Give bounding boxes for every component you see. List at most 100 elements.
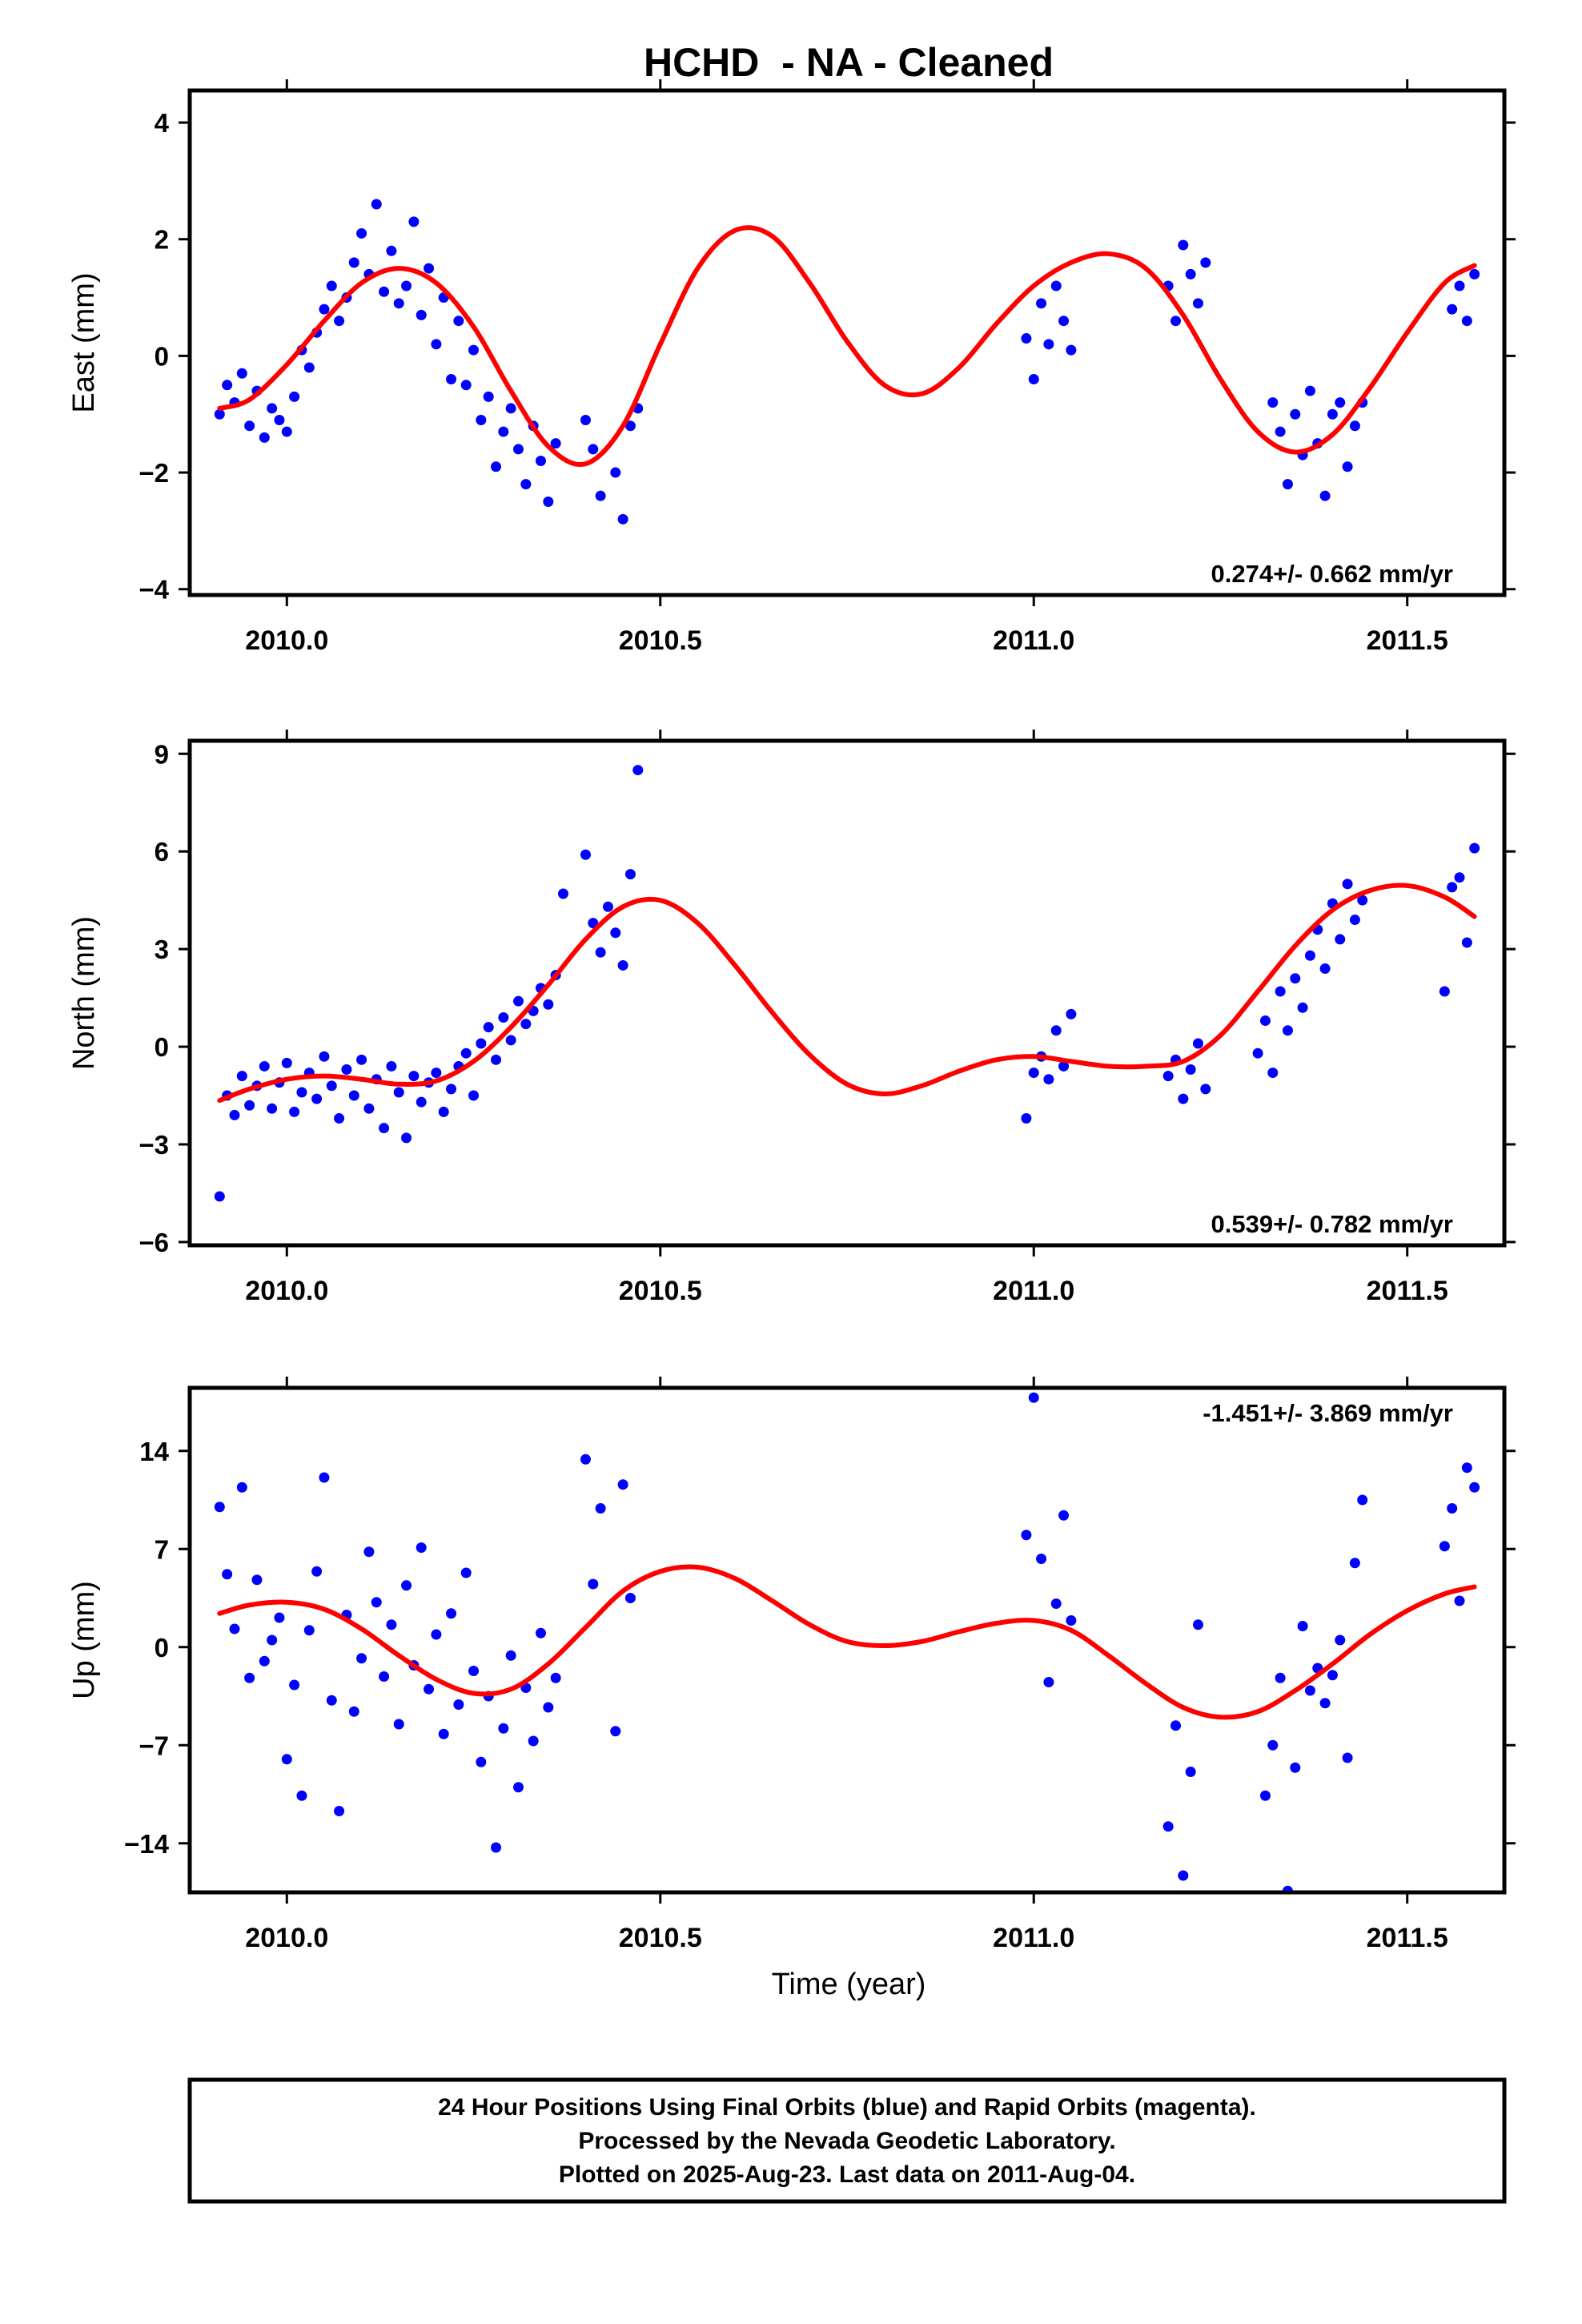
up-data-point — [617, 1479, 628, 1490]
north-data-point — [483, 1022, 494, 1033]
east-data-point — [1028, 374, 1039, 385]
north-xtick-label: 2011.0 — [993, 1276, 1074, 1306]
north-data-point — [1454, 872, 1465, 883]
north-data-point — [1469, 842, 1480, 854]
up-data-point — [267, 1634, 278, 1646]
north-data-point — [1282, 1025, 1293, 1036]
north-data-point — [289, 1106, 300, 1117]
north-data-point — [431, 1068, 442, 1079]
up-data-point — [289, 1679, 300, 1691]
up-data-point — [371, 1597, 382, 1608]
up-data-point — [1028, 1392, 1039, 1403]
east-xtick-label: 2011.0 — [993, 625, 1074, 656]
east-data-point — [424, 263, 435, 274]
up-y-axis-label: Up (mm) — [67, 1581, 101, 1699]
north-data-point — [617, 959, 628, 971]
north-fit-curve — [217, 883, 1477, 1104]
east-data-point — [1282, 479, 1293, 490]
north-data-point — [1439, 986, 1450, 997]
east-data-point — [1178, 239, 1189, 251]
up-data-point — [1043, 1677, 1054, 1687]
up-data-point — [222, 1569, 233, 1580]
east-data-point — [356, 227, 367, 239]
east-data-point — [289, 391, 300, 402]
east-data-point — [468, 344, 480, 356]
east-data-point — [1170, 316, 1181, 327]
east-data-point — [1185, 268, 1196, 279]
up-plot-area — [214, 1392, 1480, 1891]
up-data-point — [1290, 1762, 1301, 1773]
north-data-point — [281, 1057, 292, 1068]
up-data-point — [476, 1756, 487, 1767]
up-data-point — [1454, 1595, 1465, 1606]
north-data-point — [468, 1090, 480, 1101]
north-data-point — [1252, 1047, 1263, 1059]
north-ytick-label: −3 — [139, 1130, 169, 1160]
east-data-point — [1200, 257, 1211, 268]
east-data-point — [244, 420, 255, 432]
up-data-point — [416, 1542, 427, 1553]
east-data-point — [274, 415, 285, 426]
up-data-point — [1469, 1482, 1480, 1493]
north-data-point — [1259, 1015, 1271, 1027]
up-data-point — [610, 1726, 621, 1737]
north-data-point — [1050, 1025, 1062, 1036]
north-data-point — [1290, 973, 1301, 984]
north-data-point — [311, 1093, 323, 1104]
east-data-point — [535, 455, 546, 466]
east-data-point — [408, 216, 420, 227]
up-data-point — [1282, 1885, 1293, 1891]
north-ytick-label: 3 — [155, 935, 169, 964]
north-data-point — [1178, 1093, 1189, 1104]
up-data-point — [1058, 1510, 1070, 1521]
east-data-point — [214, 408, 225, 420]
east-data-point — [1469, 268, 1480, 279]
up-data-point — [431, 1629, 442, 1640]
north-data-point — [557, 888, 568, 899]
north-data-point — [214, 1191, 225, 1202]
east-data-point — [476, 415, 487, 426]
north-data-point — [236, 1071, 247, 1082]
east-data-point — [610, 467, 621, 478]
north-data-point — [602, 901, 613, 912]
up-data-point — [595, 1503, 606, 1514]
east-velocity-label: 0.274+/- 0.662 mm/yr — [1211, 560, 1453, 588]
north-data-point — [446, 1084, 457, 1095]
east-data-point — [393, 298, 404, 309]
north-data-point — [624, 869, 636, 880]
east-data-point — [416, 309, 427, 320]
caption-line-3: Plotted on 2025-Aug-23. Last data on 201… — [559, 2161, 1135, 2188]
north-plot-frame — [187, 738, 1507, 1248]
up-data-point — [319, 1472, 330, 1483]
up-data-point — [244, 1672, 255, 1683]
north-data-point — [1297, 1002, 1308, 1013]
east-data-point — [1290, 408, 1301, 420]
north-data-point — [1275, 986, 1286, 997]
north-xtick-label: 2011.5 — [1367, 1276, 1448, 1306]
east-data-point — [595, 490, 606, 501]
up-data-point — [281, 1754, 292, 1765]
up-fit-curve — [217, 1564, 1477, 1720]
up-data-point — [1461, 1462, 1472, 1474]
north-data-point — [341, 1064, 352, 1076]
east-data-point — [1327, 408, 1338, 420]
east-data-point — [498, 426, 509, 437]
east-data-point — [460, 380, 472, 391]
north-data-point — [1192, 1038, 1203, 1049]
north-data-point — [408, 1071, 420, 1082]
east-plot-area — [214, 199, 1480, 525]
east-xtick-label: 2010.0 — [245, 625, 328, 656]
east-data-point — [543, 496, 554, 507]
north-data-point — [267, 1103, 278, 1114]
east-data-point — [453, 316, 464, 327]
east-data-point — [1021, 333, 1032, 344]
up-data-point — [274, 1612, 285, 1623]
up-data-point — [550, 1672, 561, 1683]
east-ytick-label: 2 — [155, 225, 169, 255]
x-axis-label: Time (year) — [772, 1968, 926, 2001]
chart-title: HCHD - NA - Cleaned — [644, 40, 1054, 85]
up-data-point — [1327, 1670, 1338, 1681]
caption-line-2: Processed by the Nevada Geodetic Laborat… — [578, 2128, 1115, 2154]
up-data-point — [543, 1702, 554, 1713]
north-ytick-label: 0 — [155, 1032, 169, 1062]
